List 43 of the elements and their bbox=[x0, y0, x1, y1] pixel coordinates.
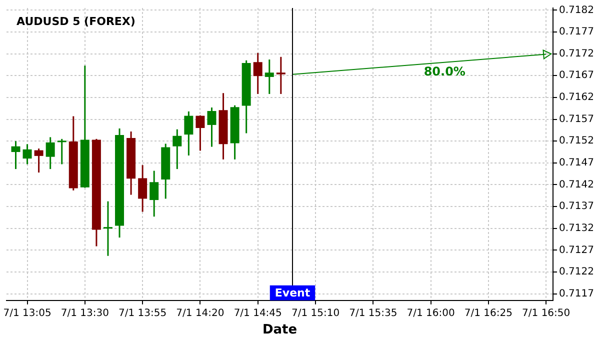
x-tick-label: 7/1 14:20 bbox=[176, 308, 224, 319]
x-tick-label: 7/1 16:25 bbox=[464, 308, 512, 319]
y-tick-label: 0.7117 bbox=[559, 288, 594, 300]
x-tick-label: 7/1 15:10 bbox=[291, 308, 340, 319]
x-axis-title: Date bbox=[262, 322, 298, 338]
y-tick-label: 0.7152 bbox=[559, 136, 594, 147]
y-tick-label: 0.7147 bbox=[559, 158, 594, 169]
candlestick bbox=[253, 52, 262, 95]
x-tick-label: 7/1 13:55 bbox=[118, 308, 167, 319]
candlestick bbox=[22, 143, 32, 165]
x-tick-label: 7/1 13:30 bbox=[60, 308, 109, 319]
text: AUDUSD 5 (FOREX) bbox=[16, 14, 136, 28]
ref-line-label: Event bbox=[274, 286, 310, 300]
y-tick-label: 0.7127 bbox=[559, 244, 594, 256]
y-tick-label: 0.7157 bbox=[559, 114, 594, 125]
x-tick-label: 7/1 14:45 bbox=[234, 308, 282, 319]
candlestick bbox=[103, 200, 112, 257]
y-tick-label: 0.7142 bbox=[559, 179, 594, 190]
candlestick bbox=[11, 140, 20, 170]
candlestick bbox=[276, 56, 286, 95]
x-tick-label: 7/1 16:50 bbox=[522, 308, 570, 319]
annotation: 80.0% bbox=[424, 64, 466, 78]
candlestick bbox=[150, 170, 159, 218]
y-tick-label: 0.7167 bbox=[559, 70, 594, 82]
y-tick-label: 0.7132 bbox=[559, 222, 594, 234]
candlestick bbox=[138, 164, 148, 213]
y-tick-label: 0.7172 bbox=[559, 48, 594, 60]
x-tick-label: 7/1 16:00 bbox=[406, 308, 455, 319]
y-tick-label: 0.7122 bbox=[559, 266, 594, 278]
candlestick bbox=[34, 148, 44, 174]
x-tick-label: 7/1 15:35 bbox=[349, 308, 398, 319]
y-tick-label: 0.7162 bbox=[559, 92, 594, 104]
candlestick bbox=[46, 136, 55, 170]
candlestick bbox=[207, 106, 216, 148]
candlestick bbox=[57, 138, 66, 165]
candlestick bbox=[172, 128, 182, 170]
candlestick bbox=[196, 114, 205, 152]
candlestick bbox=[264, 58, 274, 95]
y-tick-label: 0.7177 bbox=[559, 26, 594, 38]
y-tick-label: 0.7137 bbox=[559, 201, 594, 212]
x-tick-label: 7/1 13:05 bbox=[3, 308, 52, 319]
y-tick-label: 0.7182 bbox=[559, 4, 594, 16]
candlestick bbox=[184, 110, 194, 156]
